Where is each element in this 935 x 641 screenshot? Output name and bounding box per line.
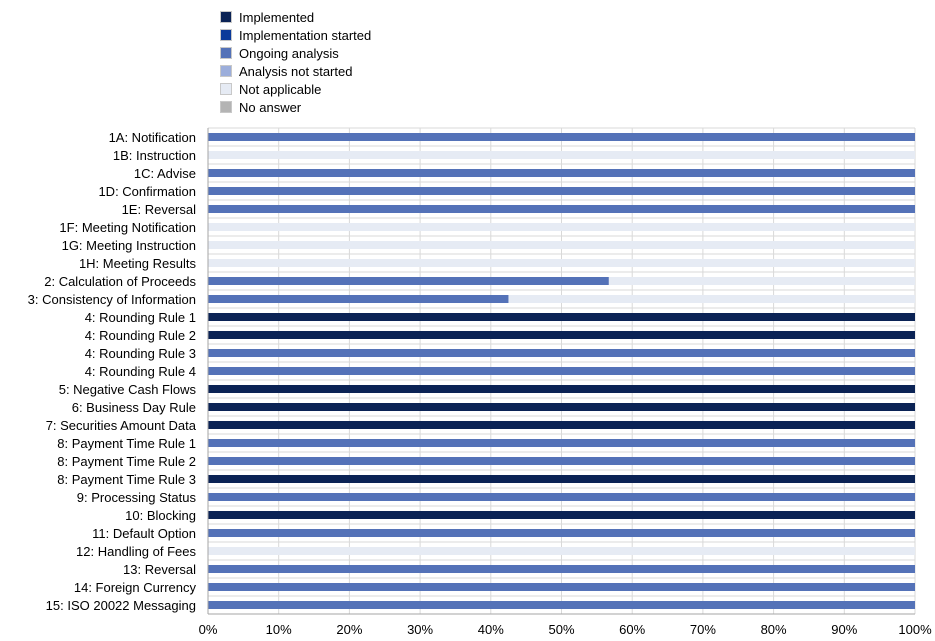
- bar-not-applicable: [208, 259, 915, 267]
- legend-label: Analysis not started: [239, 63, 353, 79]
- y-category-label: 8: Payment Time Rule 2: [57, 454, 196, 469]
- legend-label: Implementation started: [239, 27, 372, 43]
- axes: 0% 10% 20% 30% 40% 50% 60% 70% 80% 90% 100% 1A: Not…: [28, 128, 932, 637]
- bar-ongoing-analysis: [208, 565, 915, 573]
- y-category-label: 1H: Meeting Results: [79, 256, 197, 271]
- y-category-label: 1C: Advise: [134, 166, 196, 181]
- bar-implemented: [208, 421, 915, 429]
- legend-swatch: [220, 29, 232, 41]
- x-tick-label: 0%: [199, 622, 218, 637]
- x-tick-label: 60%: [619, 622, 645, 637]
- legend-swatch: [220, 65, 232, 77]
- legend-swatch: [220, 11, 232, 23]
- legend-label: No answer: [239, 99, 302, 115]
- y-category-label: 4: Rounding Rule 4: [85, 364, 196, 379]
- bar-ongoing-analysis: [208, 367, 915, 375]
- y-category-label: 2: Calculation of Proceeds: [44, 274, 196, 289]
- y-category-label: 6: Business Day Rule: [72, 400, 196, 415]
- legend-label: Implemented: [239, 9, 315, 25]
- y-category-label: 8: Payment Time Rule 1: [57, 436, 196, 451]
- y-category-label: 9: Processing Status: [77, 490, 197, 505]
- bar-ongoing-analysis: [208, 349, 915, 357]
- legend-item-implementation-started: Implementation started: [220, 26, 371, 44]
- y-category-label: 4: Rounding Rule 3: [85, 346, 196, 361]
- legend-swatch: [220, 47, 232, 59]
- y-category-label: 14: Foreign Currency: [74, 580, 197, 595]
- y-category-label: 1B: Instruction: [113, 148, 196, 163]
- bar-implemented: [208, 331, 915, 339]
- y-category-label: 15: ISO 20022 Messaging: [46, 598, 196, 613]
- y-category-label: 1F: Meeting Notification: [59, 220, 196, 235]
- bar-ongoing-analysis: [208, 457, 915, 465]
- x-tick-label: 40%: [478, 622, 504, 637]
- bar-ongoing-analysis: [208, 133, 915, 141]
- bar-not-applicable: [508, 295, 915, 303]
- legend-item-analysis-not-started: Analysis not started: [220, 62, 371, 80]
- bar-ongoing-analysis: [208, 439, 915, 447]
- x-tick-label: 90%: [831, 622, 857, 637]
- y-category-label: 4: Rounding Rule 2: [85, 328, 196, 343]
- bar-ongoing-analysis: [208, 277, 609, 285]
- y-category-label: 1G: Meeting Instruction: [62, 238, 196, 253]
- legend-label: Ongoing analysis: [239, 45, 339, 61]
- bars: [208, 133, 915, 609]
- y-category-label: 1D: Confirmation: [98, 184, 196, 199]
- y-category-label: 3: Consistency of Information: [28, 292, 196, 307]
- bar-implemented: [208, 313, 915, 321]
- bar-ongoing-analysis: [208, 295, 509, 303]
- bar-not-applicable: [208, 547, 915, 555]
- legend-swatch: [220, 101, 232, 113]
- bar-not-applicable: [208, 151, 915, 159]
- bar-not-applicable: [208, 223, 915, 231]
- y-category-label: 1A: Notification: [109, 130, 196, 145]
- bar-not-applicable: [608, 277, 915, 285]
- bar-implemented: [208, 511, 915, 519]
- y-category-label: 12: Handling of Fees: [76, 544, 196, 559]
- x-tick-label: 20%: [336, 622, 362, 637]
- x-tick-label: 80%: [761, 622, 787, 637]
- bar-ongoing-analysis: [208, 583, 915, 591]
- bar-implemented: [208, 403, 915, 411]
- bar-ongoing-analysis: [208, 205, 915, 213]
- y-category-label: 7: Securities Amount Data: [46, 418, 197, 433]
- bar-implemented: [208, 475, 915, 483]
- legend-item-ongoing-analysis: Ongoing analysis: [220, 44, 371, 62]
- legend-item-implemented: Implemented: [220, 8, 371, 26]
- legend-item-not-applicable: Not applicable: [220, 80, 371, 98]
- y-category-label: 8: Payment Time Rule 3: [57, 472, 196, 487]
- y-category-label: 5: Negative Cash Flows: [59, 382, 197, 397]
- legend-label: Not applicable: [239, 81, 322, 97]
- bar-ongoing-analysis: [208, 529, 915, 537]
- x-tick-label: 30%: [407, 622, 433, 637]
- y-category-label: 13: Reversal: [123, 562, 196, 577]
- bar-ongoing-analysis: [208, 493, 915, 501]
- x-tick-label: 70%: [690, 622, 716, 637]
- y-category-label: 4: Rounding Rule 1: [85, 310, 196, 325]
- bar-ongoing-analysis: [208, 187, 915, 195]
- legend-item-no-answer: No answer: [220, 98, 371, 116]
- bar-not-applicable: [208, 241, 915, 249]
- x-tick-label: 10%: [266, 622, 292, 637]
- x-tick-label: 100%: [898, 622, 932, 637]
- y-category-label: 10: Blocking: [125, 508, 196, 523]
- x-tick-label: 50%: [548, 622, 574, 637]
- y-category-label: 11: Default Option: [92, 526, 196, 541]
- legend: Implemented Implementation started Ongoing…: [220, 8, 371, 116]
- bar-ongoing-analysis: [208, 601, 915, 609]
- legend-swatch: [220, 83, 232, 95]
- bar-implemented: [208, 385, 915, 393]
- bar-ongoing-analysis: [208, 169, 915, 177]
- y-category-label: 1E: Reversal: [122, 202, 197, 217]
